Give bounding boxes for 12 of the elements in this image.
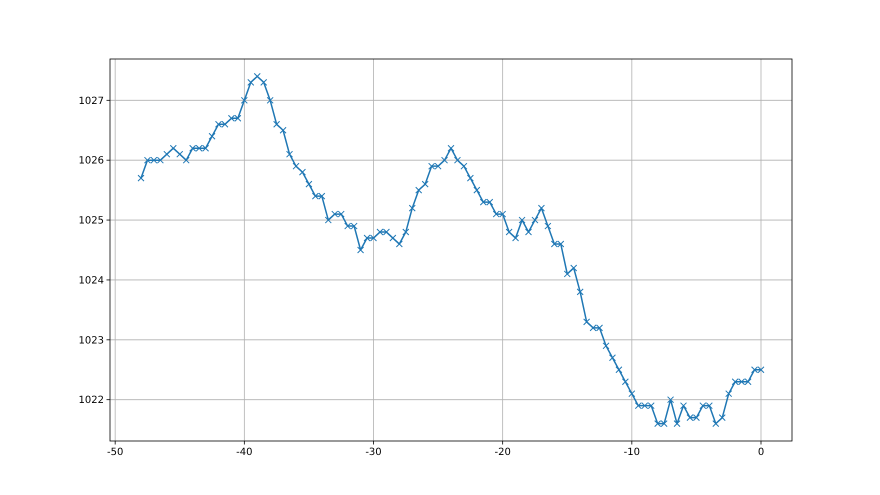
y-tick-label: 1026 [78,156,104,167]
y-tick-label: 1023 [78,335,104,346]
x-tick-label: -30 [365,447,382,458]
x-tick-label: -10 [624,447,640,458]
y-tick-label: 1024 [78,275,104,286]
y-tick-label: 1022 [78,395,104,406]
x-tick-label: -40 [236,447,253,458]
x-tick-label: -50 [106,447,124,458]
y-tick-label: 1027 [78,96,104,107]
x-tick-label: 0 [758,447,764,458]
x-tick-label: -20 [494,447,511,458]
y-tick-label: 1025 [78,216,104,227]
